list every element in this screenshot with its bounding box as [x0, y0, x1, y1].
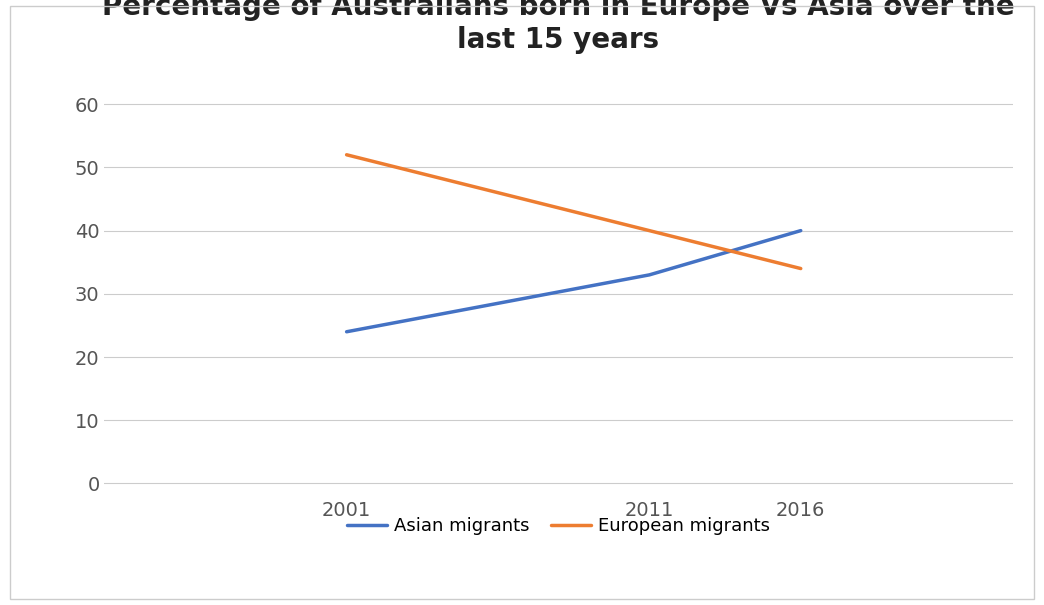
Line: European migrants: European migrants: [347, 155, 801, 269]
European migrants: [794, 265, 807, 272]
European migrants: [340, 151, 353, 159]
Asian migrants: [643, 271, 656, 278]
Asian migrants: [340, 328, 353, 335]
European migrants: [643, 227, 656, 234]
Asian migrants: [794, 227, 807, 234]
Line: Asian migrants: Asian migrants: [347, 231, 801, 332]
Title: Percentage of Australians born in Europe Vs Asia over the
last 15 years: Percentage of Australians born in Europe…: [102, 0, 1015, 54]
Legend: Asian migrants, European migrants: Asian migrants, European migrants: [339, 509, 778, 542]
